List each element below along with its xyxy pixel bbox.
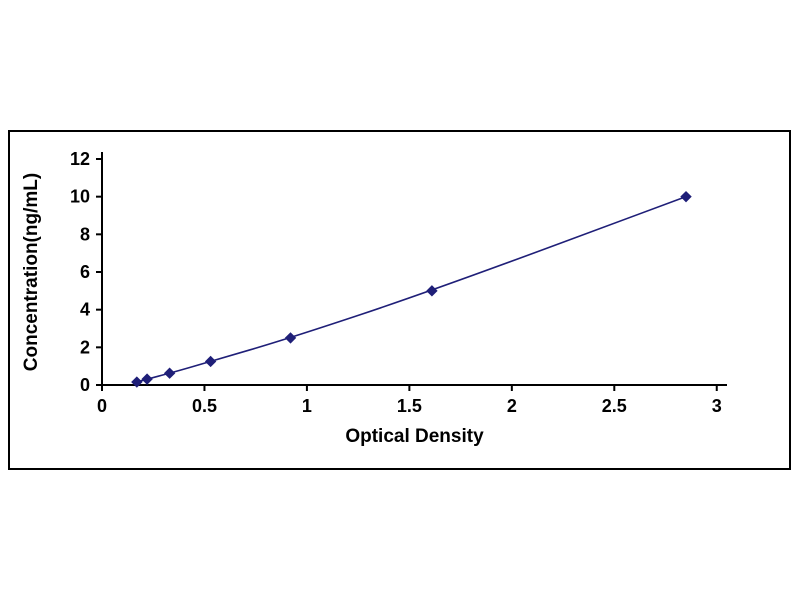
x-tick-label: 0: [97, 396, 107, 416]
series-line: [136, 195, 687, 383]
y-tick-label: 10: [70, 187, 90, 207]
y-tick-label: 2: [80, 337, 90, 357]
data-point-marker: [680, 190, 692, 203]
data-point-marker: [204, 355, 217, 368]
y-tick-label: 6: [80, 262, 90, 282]
y-tick-label: 4: [80, 300, 90, 320]
x-tick-label: 1.5: [397, 396, 422, 416]
y-tick-label: 12: [70, 149, 90, 169]
x-axis-title: Optical Density: [345, 426, 484, 447]
x-tick-label: 2.5: [602, 396, 627, 416]
y-axis-title: Concentration(ng/mL): [21, 173, 42, 371]
data-point-marker: [426, 285, 438, 297]
y-tick-label: 0: [80, 375, 90, 395]
x-tick-label: 0.5: [192, 396, 217, 416]
y-tick-label: 8: [80, 224, 90, 244]
x-tick-label: 2: [507, 396, 517, 416]
data-point-marker: [131, 376, 143, 388]
chart-canvas: 0 0.5 1 1.5 2 2.5 3 0 2 4 6 8 10 12 Optical Density Con…: [21, 149, 727, 447]
x-tick-label: 3: [712, 396, 722, 416]
data-point-marker: [141, 373, 153, 385]
standard-curve-chart: 0 0.5 1 1.5 2 2.5 3 0 2 4 6 8 10 12 Optical Density Con…: [8, 130, 791, 470]
data-point-marker: [163, 367, 176, 379]
x-tick-label: 1: [302, 396, 312, 416]
data-point-marker: [284, 332, 297, 344]
